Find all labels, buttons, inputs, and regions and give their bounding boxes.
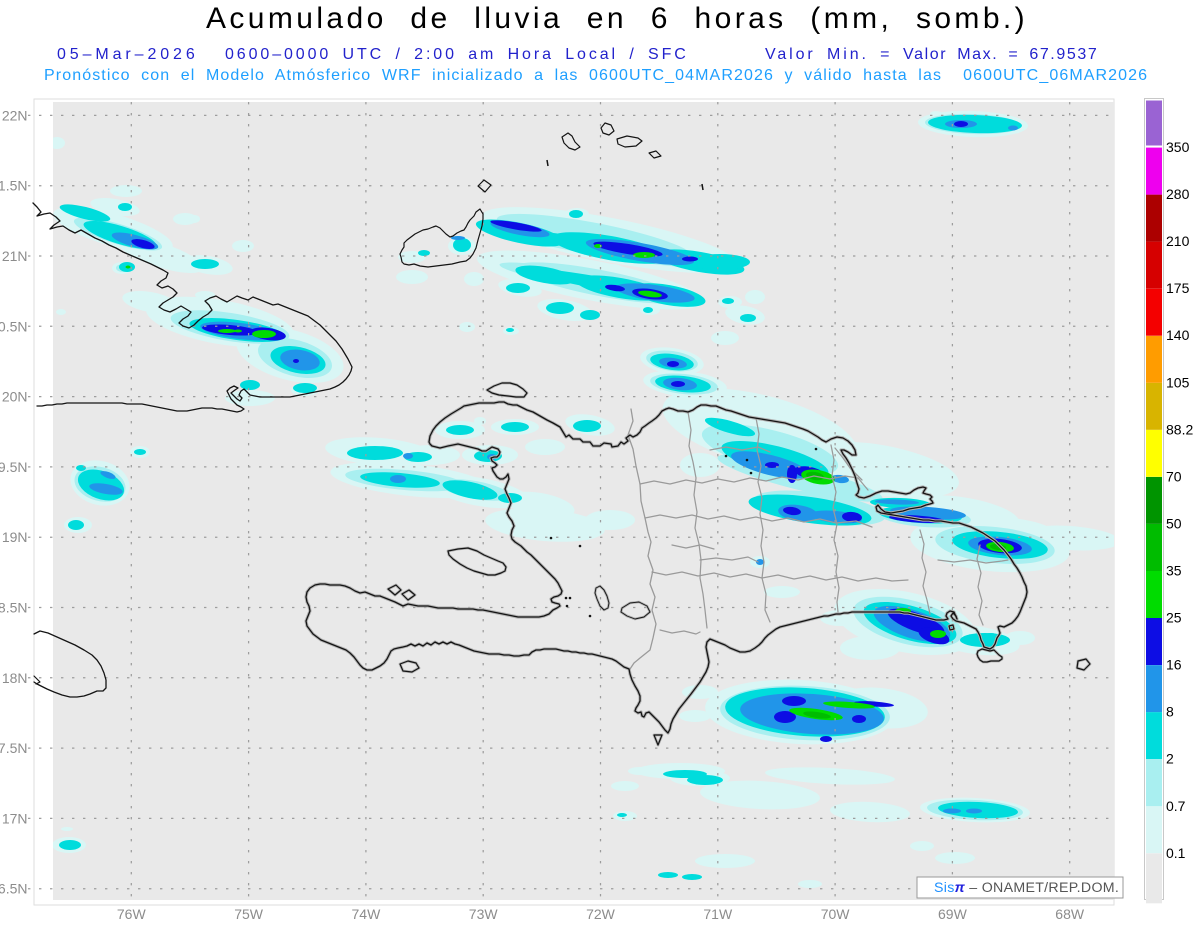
svg-text:0.7: 0.7	[1166, 798, 1186, 814]
svg-text:73W: 73W	[469, 906, 499, 922]
svg-text:1.5N: 1.5N	[0, 178, 28, 194]
svg-text:105: 105	[1166, 374, 1190, 390]
svg-text:210: 210	[1166, 233, 1190, 249]
svg-text:280: 280	[1166, 186, 1190, 202]
svg-text:7.5N: 7.5N	[0, 740, 28, 756]
svg-text:21N: 21N	[2, 248, 28, 264]
svg-text:350: 350	[1166, 139, 1190, 155]
svg-text:8: 8	[1166, 704, 1174, 720]
svg-text:175: 175	[1166, 280, 1190, 296]
svg-text:50: 50	[1166, 516, 1182, 532]
svg-text:22N: 22N	[2, 107, 28, 123]
svg-text:20N: 20N	[2, 389, 28, 405]
svg-text:2: 2	[1166, 751, 1174, 767]
svg-text:70: 70	[1166, 468, 1182, 484]
svg-text:71W: 71W	[703, 906, 733, 922]
svg-text:72W: 72W	[586, 906, 616, 922]
svg-text:70W: 70W	[821, 906, 851, 922]
svg-text:17N: 17N	[2, 810, 28, 826]
svg-text:68W: 68W	[1055, 906, 1085, 922]
svg-text:69W: 69W	[938, 906, 968, 922]
svg-text:76W: 76W	[117, 906, 147, 922]
svg-text:9.5N: 9.5N	[0, 459, 28, 475]
svg-text:75W: 75W	[234, 906, 264, 922]
svg-text:88.2: 88.2	[1166, 421, 1193, 437]
svg-text:140: 140	[1166, 327, 1190, 343]
svg-text:74W: 74W	[352, 906, 382, 922]
svg-text:25: 25	[1166, 610, 1182, 626]
svg-text:35: 35	[1166, 563, 1182, 579]
svg-text:18N: 18N	[2, 670, 28, 686]
svg-text:6.5N: 6.5N	[0, 881, 28, 897]
svg-text:0.5N: 0.5N	[0, 318, 28, 334]
svg-text:19N: 19N	[2, 529, 28, 545]
svg-text:0.1: 0.1	[1166, 845, 1186, 861]
svg-text:Sisπ – ONAMET/REP.DOM.: Sisπ – ONAMET/REP.DOM.	[934, 880, 1119, 896]
svg-text:16: 16	[1166, 657, 1182, 673]
svg-text:8.5N: 8.5N	[0, 600, 28, 616]
